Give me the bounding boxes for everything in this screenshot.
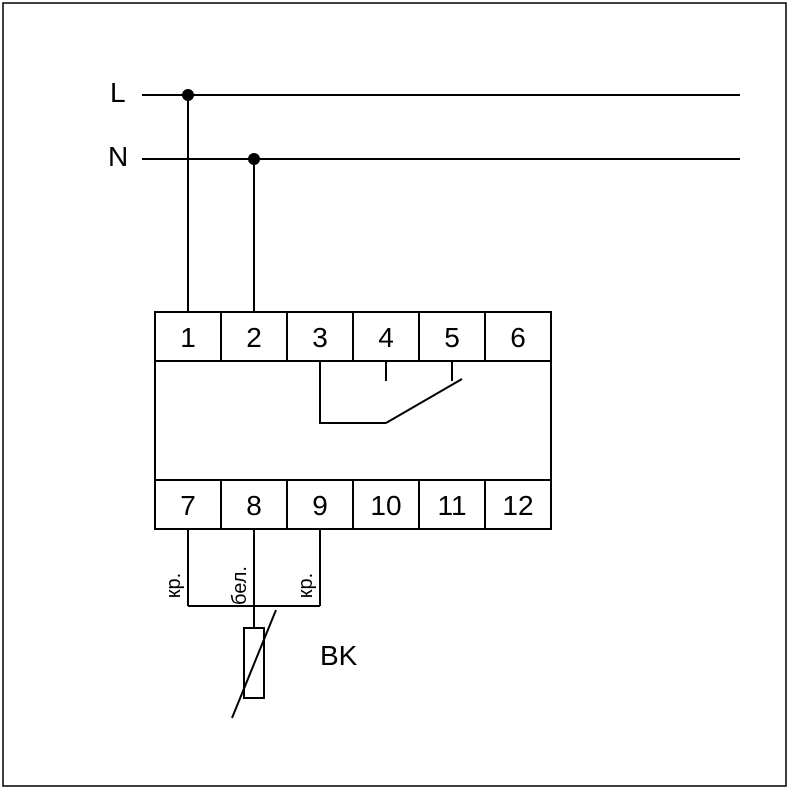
sensor-wire-label: бел. xyxy=(229,566,251,605)
terminal-label: 11 xyxy=(437,490,466,521)
terminal-label: 2 xyxy=(246,322,262,353)
terminal-label: 5 xyxy=(444,322,460,353)
n-label: N xyxy=(108,141,128,172)
terminal-label: 1 xyxy=(180,322,196,353)
relay-arm xyxy=(386,379,462,423)
sensor-wire-label: кр. xyxy=(163,573,185,598)
relay-nc xyxy=(320,381,386,423)
l-label: L xyxy=(110,77,126,108)
sensor-label: BK xyxy=(320,640,358,671)
terminal-label: 10 xyxy=(370,490,401,521)
outer-frame xyxy=(3,3,786,786)
terminal-label: 6 xyxy=(510,322,526,353)
terminal-label: 8 xyxy=(246,490,262,521)
terminal-label: 7 xyxy=(180,490,196,521)
terminal-label: 12 xyxy=(502,490,533,521)
terminal-label: 4 xyxy=(378,322,394,353)
sensor-wire-label: кр. xyxy=(295,573,317,598)
terminal-label: 9 xyxy=(312,490,328,521)
terminal-label: 3 xyxy=(312,322,328,353)
